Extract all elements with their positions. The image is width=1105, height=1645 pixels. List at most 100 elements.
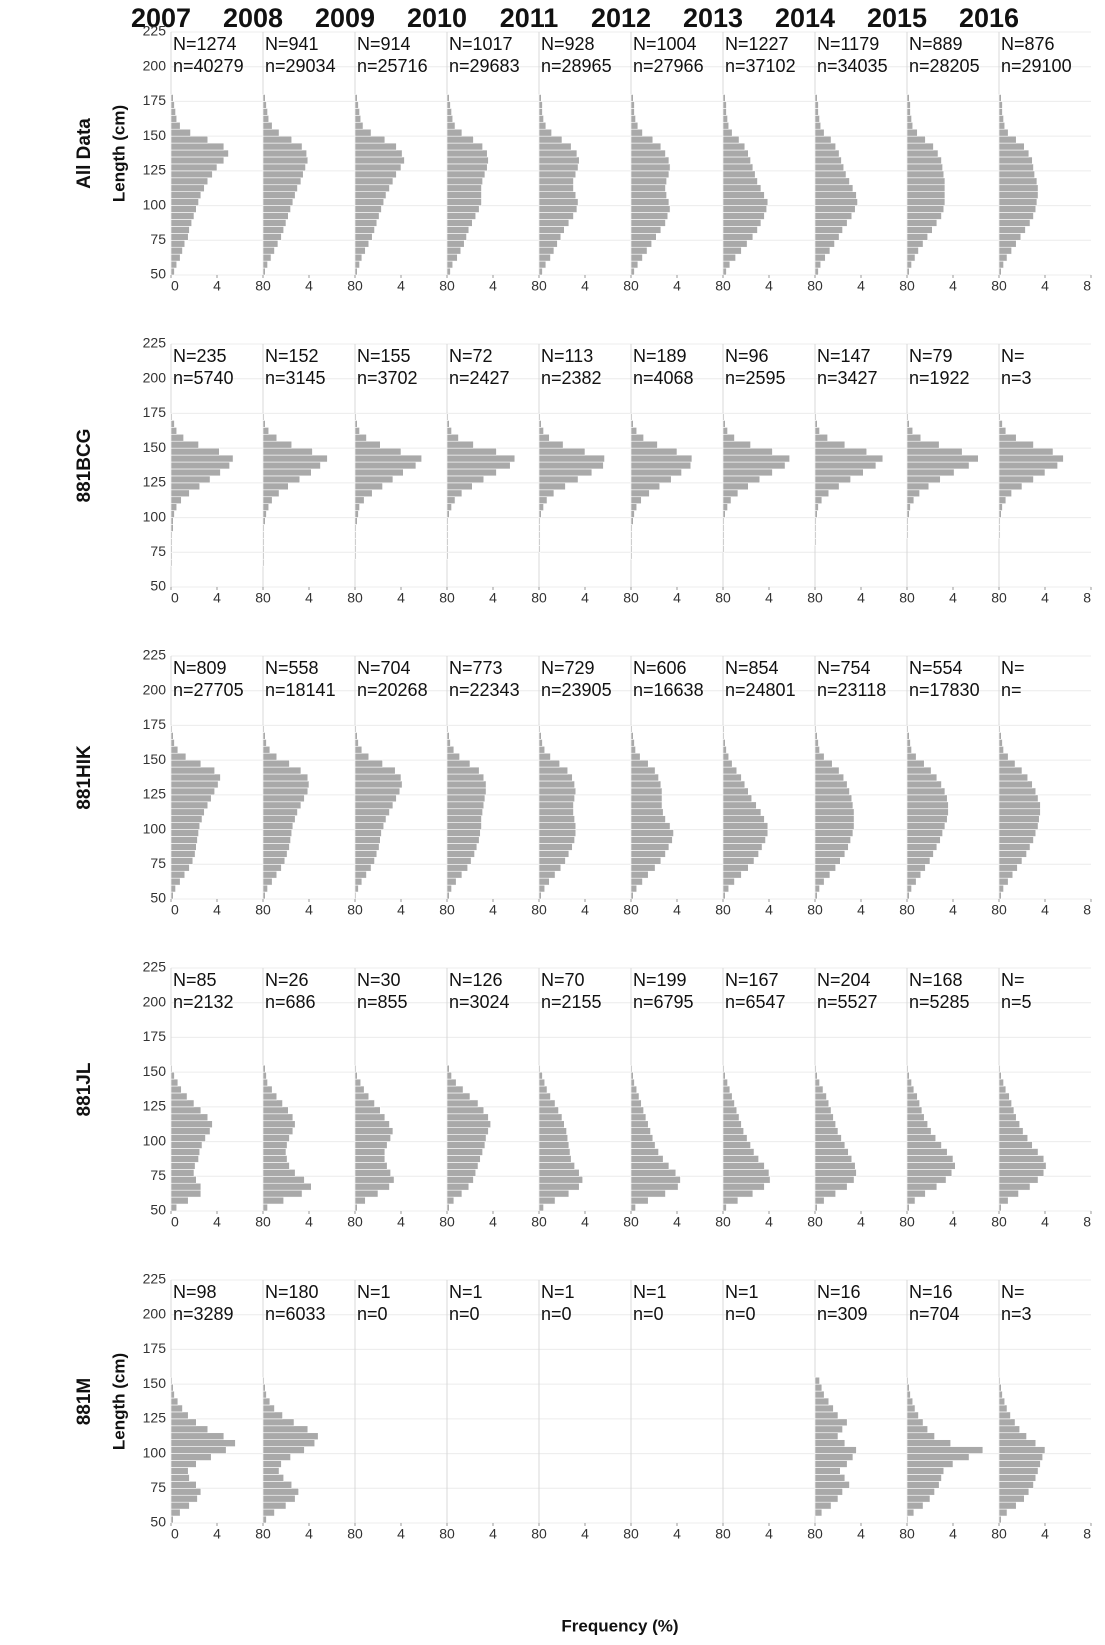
bar: [998, 239, 1017, 248]
bar: [998, 94, 1002, 102]
bar: [814, 1453, 854, 1461]
bar: [170, 1182, 202, 1191]
bar: [446, 184, 482, 192]
bar: [170, 1092, 188, 1101]
bar: [814, 440, 846, 449]
bar: [262, 1404, 275, 1413]
bar: [906, 1425, 929, 1434]
bar: [170, 1376, 173, 1385]
bar: [538, 863, 562, 872]
bar: [170, 759, 202, 768]
bar: [262, 1487, 299, 1496]
bar: [722, 121, 730, 130]
y-axis-label: Length (cm): [109, 105, 128, 202]
x-tick-label: 4: [305, 590, 313, 606]
bar: [814, 427, 820, 435]
bar: [170, 1383, 174, 1392]
bar: [722, 766, 738, 775]
x-tick-label: 0: [999, 1526, 1007, 1542]
bar: [538, 1106, 559, 1115]
bar: [446, 163, 488, 172]
x-tick-label: 0: [539, 590, 547, 606]
bar: [814, 1085, 824, 1094]
bar: [354, 1203, 358, 1212]
bar: [630, 101, 635, 109]
bar: [170, 1120, 213, 1128]
bar: [538, 475, 579, 484]
bar: [262, 1113, 294, 1122]
bar: [170, 468, 221, 477]
bar: [630, 808, 664, 816]
bar: [630, 420, 634, 428]
x-tick-label: 4: [489, 1526, 497, 1542]
bar: [262, 246, 275, 255]
x-tick-label: 0: [907, 590, 915, 606]
bar: [814, 413, 817, 421]
bar: [446, 857, 472, 865]
bar: [538, 440, 564, 449]
bar: [354, 732, 358, 740]
sample-label: n=3024: [449, 992, 510, 1012]
sample-label: n=0: [357, 1304, 388, 1324]
bar: [446, 149, 488, 158]
bar: [538, 468, 593, 477]
bar: [446, 253, 458, 262]
bar: [722, 773, 742, 782]
bar: [262, 121, 273, 130]
bar: [354, 454, 422, 463]
bar: [538, 1078, 546, 1087]
bar: [170, 1446, 227, 1454]
count-label: N=: [1001, 970, 1025, 990]
bar: [170, 1148, 201, 1156]
bar: [170, 1439, 236, 1447]
count-label: N=98: [173, 1282, 217, 1302]
x-tick-label: 4: [305, 1526, 313, 1542]
bar: [630, 184, 666, 192]
sample-label: n=3289: [173, 1304, 234, 1324]
bar: [906, 1127, 932, 1135]
x-tick-label: 8: [1083, 1526, 1091, 1542]
bar: [538, 115, 544, 123]
bar: [998, 510, 1002, 518]
bar: [262, 135, 293, 144]
bar: [906, 1376, 909, 1385]
bar: [262, 108, 268, 116]
sample-label: n=: [1001, 680, 1022, 700]
bar: [262, 233, 282, 241]
count-label: N=928: [541, 34, 595, 54]
bar: [538, 413, 541, 421]
bar: [446, 1071, 452, 1080]
bar: [814, 1169, 857, 1177]
bar: [170, 1099, 195, 1108]
bar: [722, 759, 733, 768]
bar: [722, 1127, 745, 1135]
bar: [722, 829, 769, 837]
bar: [722, 524, 725, 532]
bar: [722, 482, 749, 491]
x-tick-label: 8: [255, 590, 263, 606]
bar: [906, 219, 938, 227]
bar: [446, 212, 477, 220]
bar: [998, 191, 1039, 199]
bar: [354, 440, 381, 449]
bar: [538, 219, 570, 227]
x-tick-label: 0: [263, 278, 271, 294]
bar: [354, 877, 363, 886]
bar: [630, 149, 666, 158]
bar: [998, 163, 1034, 172]
x-tick-label: 8: [623, 1214, 631, 1230]
bar: [262, 752, 278, 761]
bar: [170, 1064, 173, 1073]
bar: [906, 877, 917, 886]
bar: [170, 1453, 212, 1461]
count-label: N=1: [449, 1282, 483, 1302]
bar: [354, 433, 367, 442]
bar: [538, 1071, 543, 1080]
bar: [170, 260, 178, 269]
bar: [354, 725, 357, 733]
bar: [446, 1141, 486, 1149]
bar: [446, 260, 454, 269]
bar: [262, 1162, 290, 1170]
bar: [998, 843, 1031, 851]
